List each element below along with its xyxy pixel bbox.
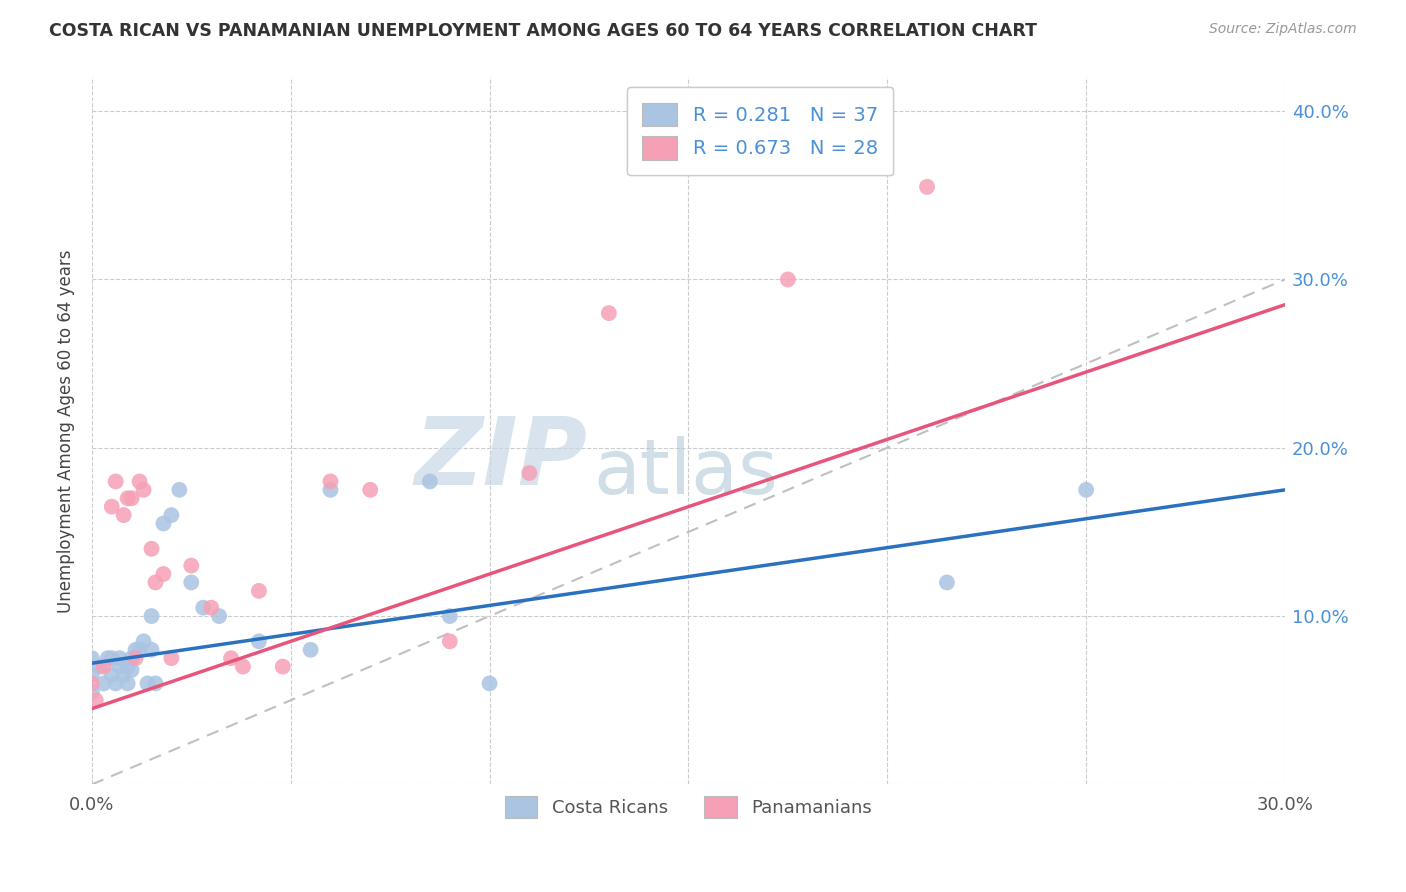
Point [100,651,122,665]
Point [915,179,938,194]
Point [247,583,270,598]
Point [169,483,191,497]
Point [104,475,127,489]
Legend: Costa Ricans, Panamanians: Costa Ricans, Panamanians [498,789,879,825]
Point [128,642,150,657]
Point [124,651,146,665]
Point [776,272,799,286]
Y-axis label: Unemployment Among Ages 60 to 64 years: Unemployment Among Ages 60 to 64 years [58,249,75,613]
Point [141,541,163,556]
Point [112,508,135,522]
Point [80,685,103,699]
Point [180,558,202,573]
Point [208,609,231,624]
Point [136,676,159,690]
Point [145,575,167,590]
Point [117,659,139,673]
Point [271,659,294,673]
Point [100,668,122,682]
Point [121,651,143,665]
Point [247,634,270,648]
Point [141,609,163,624]
Point [128,475,150,489]
Point [89,659,111,673]
Point [112,668,135,682]
Point [152,516,174,531]
Point [108,651,131,665]
Point [193,600,215,615]
Point [80,668,103,682]
Text: COSTA RICAN VS PANAMANIAN UNEMPLOYMENT AMONG AGES 60 TO 64 YEARS CORRELATION CHA: COSTA RICAN VS PANAMANIAN UNEMPLOYMENT A… [49,22,1038,40]
Point [121,663,143,677]
Point [100,500,122,514]
Text: atlas: atlas [593,436,778,510]
Point [319,475,342,489]
Point [80,676,103,690]
Point [108,659,131,673]
Point [517,466,540,480]
Point [84,693,107,707]
Point [117,676,139,690]
Point [117,491,139,506]
Text: Source: ZipAtlas.com: Source: ZipAtlas.com [1209,22,1357,37]
Point [124,642,146,657]
Text: ZIP: ZIP [415,413,588,505]
Point [80,651,103,665]
Point [132,634,155,648]
Point [219,651,242,665]
Point [141,642,163,657]
Point [180,575,202,590]
Point [359,483,381,497]
Point [598,306,620,320]
Point [121,491,143,506]
Point [319,483,342,497]
Point [935,575,957,590]
Point [478,676,501,690]
Point [93,676,115,690]
Point [299,642,322,657]
Point [152,567,174,582]
Point [232,659,254,673]
Point [439,634,461,648]
Point [132,483,155,497]
Point [145,676,167,690]
Point [160,651,183,665]
Point [104,676,127,690]
Point [1076,483,1098,497]
Point [160,508,183,522]
Point [97,651,120,665]
Point [419,475,441,489]
Point [200,600,222,615]
Point [93,659,115,673]
Point [439,609,461,624]
